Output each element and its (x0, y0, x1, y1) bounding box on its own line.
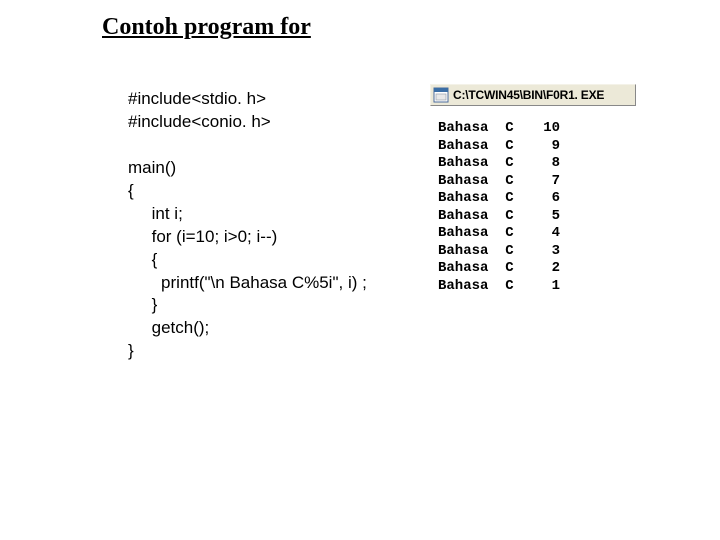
slide-title: Contoh program for (102, 14, 311, 41)
output-label: Bahasa C (438, 278, 528, 296)
output-label: Bahasa C (438, 173, 528, 191)
output-number: 1 (528, 278, 560, 296)
console-title-text: C:\TCWIN45\BIN\F0R1. EXE (453, 88, 604, 102)
output-number: 4 (528, 225, 560, 243)
output-row: Bahasa C10 (438, 120, 560, 138)
slide: Contoh program for #include<stdio. h> #i… (0, 0, 720, 540)
output-row: Bahasa C7 (438, 173, 560, 191)
app-window-icon (433, 87, 449, 103)
output-number: 3 (528, 243, 560, 261)
output-row: Bahasa C1 (438, 278, 560, 296)
output-label: Bahasa C (438, 190, 528, 208)
output-label: Bahasa C (438, 120, 528, 138)
output-label: Bahasa C (438, 260, 528, 278)
output-label: Bahasa C (438, 155, 528, 173)
output-row: Bahasa C2 (438, 260, 560, 278)
output-number: 8 (528, 155, 560, 173)
output-number: 10 (528, 120, 560, 138)
output-row: Bahasa C9 (438, 138, 560, 156)
output-row: Bahasa C3 (438, 243, 560, 261)
output-number: 5 (528, 208, 560, 226)
output-number: 7 (528, 173, 560, 191)
output-number: 2 (528, 260, 560, 278)
output-label: Bahasa C (438, 225, 528, 243)
output-row: Bahasa C6 (438, 190, 560, 208)
output-label: Bahasa C (438, 138, 528, 156)
code-block: #include<stdio. h> #include<conio. h> ma… (128, 88, 367, 363)
output-number: 9 (528, 138, 560, 156)
output-row: Bahasa C5 (438, 208, 560, 226)
output-row: Bahasa C8 (438, 155, 560, 173)
output-label: Bahasa C (438, 208, 528, 226)
output-number: 6 (528, 190, 560, 208)
console-output: Bahasa C10Bahasa C9Bahasa C8Bahasa C7Bah… (438, 120, 560, 295)
output-row: Bahasa C4 (438, 225, 560, 243)
console-titlebar: C:\TCWIN45\BIN\F0R1. EXE (430, 84, 636, 106)
output-label: Bahasa C (438, 243, 528, 261)
